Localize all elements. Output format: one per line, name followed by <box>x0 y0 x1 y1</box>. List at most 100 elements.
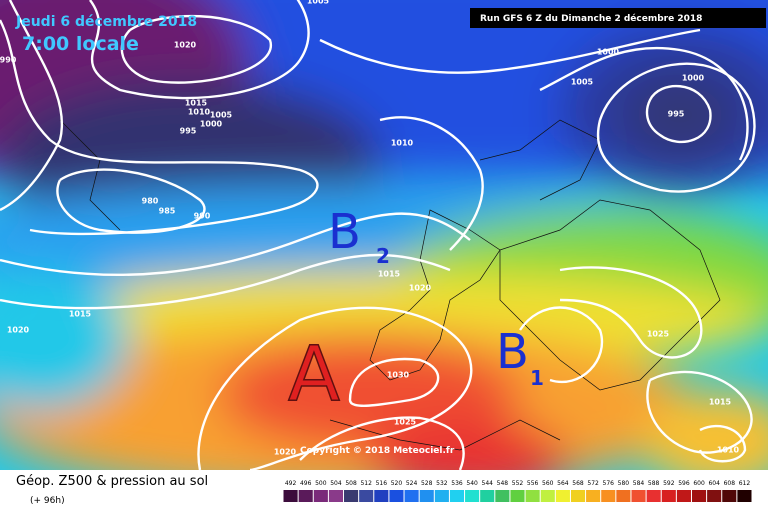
scale-label: 568 <box>572 480 584 487</box>
scale-swatch <box>389 490 404 502</box>
forecast-date: Jeudi 6 décembre 2018 <box>15 14 197 30</box>
scale-label: 496 <box>300 480 312 487</box>
scale-label: 592 <box>663 480 675 487</box>
isobar-lines <box>0 0 756 470</box>
scale-swatch <box>540 490 555 502</box>
scale-swatch <box>374 490 389 502</box>
scale-label: 520 <box>391 480 403 487</box>
isobar-label: 1030 <box>387 371 410 380</box>
isobar-label: 990 <box>194 212 211 221</box>
scale-label: 596 <box>678 480 690 487</box>
scale-swatch <box>646 490 661 502</box>
scale-label: 512 <box>360 480 372 487</box>
scale-swatch <box>631 490 646 502</box>
scale-swatch <box>419 490 434 502</box>
run-banner <box>470 8 766 28</box>
isobar-label: 1010 <box>717 446 740 455</box>
isobar-label: 1015 <box>185 99 208 108</box>
isobar-labels: 1005 1020 990 1015 1010 1005 1000 995 98… <box>0 0 740 457</box>
isobar-label: 1005 <box>307 0 330 6</box>
scale-swatch <box>525 490 540 502</box>
scale-label: 492 <box>285 480 297 487</box>
scale-swatch <box>510 490 525 502</box>
scale-swatch <box>737 490 752 502</box>
scale-swatch <box>570 490 586 502</box>
scale-label: 516 <box>376 480 388 487</box>
isobar-label: 1020 <box>7 326 30 335</box>
scale-label: 588 <box>648 480 660 487</box>
low-pressure-index: 1 <box>530 366 544 390</box>
scale-label: 580 <box>618 480 630 487</box>
scale-swatch <box>661 490 676 502</box>
scale-label: 556 <box>527 480 539 487</box>
scale-swatch <box>465 490 480 502</box>
scale-swatch <box>404 490 419 502</box>
low-pressure-label: B <box>496 324 529 380</box>
scale-label: 560 <box>542 480 554 487</box>
scale-label: 532 <box>436 480 448 487</box>
scale-swatch <box>676 490 691 502</box>
scale-label: 540 <box>466 480 478 487</box>
scale-swatch <box>707 490 722 502</box>
isobar-label: 1000 <box>200 120 223 129</box>
legend-title: Géop. Z500 & pression au sol <box>16 474 208 489</box>
isobar-label: 1000 <box>682 74 705 83</box>
scale-swatch <box>359 490 374 502</box>
isobar-label: 1010 <box>391 139 414 148</box>
scale-label: 608 <box>724 480 736 487</box>
scale-swatch <box>691 490 707 502</box>
scale-swatch <box>449 490 465 502</box>
scale-label: 612 <box>739 480 751 487</box>
isobar-label: 1025 <box>647 330 670 339</box>
scale-swatch <box>298 490 313 502</box>
isobar-label: 980 <box>142 197 159 206</box>
isobar-label: 1015 <box>709 398 732 407</box>
scale-swatch <box>586 490 601 502</box>
scale-label: 508 <box>345 480 357 487</box>
forecast-time: 7:00 locale <box>22 33 139 55</box>
scale-swatch <box>601 490 616 502</box>
scale-swatch <box>283 490 298 502</box>
scale-swatch <box>480 490 495 502</box>
geopotential-field: 1005 1020 990 1015 1010 1005 1000 995 98… <box>0 0 768 470</box>
run-info: Run GFS 6 Z du Dimanche 2 décembre 2018 <box>480 13 702 24</box>
scale-swatch <box>616 490 631 502</box>
scale-label: 572 <box>587 480 599 487</box>
isobar-label: 995 <box>180 127 197 136</box>
scale-label: 500 <box>315 480 327 487</box>
scale-label: 600 <box>693 480 705 487</box>
coastlines <box>59 119 721 451</box>
isobar-label: 1025 <box>394 418 417 427</box>
isobar-label: 1015 <box>378 270 401 279</box>
isobar-label: 1015 <box>69 310 92 319</box>
isobar-label: 985 <box>159 207 176 216</box>
scale-swatch <box>495 490 510 502</box>
isobar-label: 995 <box>668 110 685 119</box>
copyright: Copyright © 2018 Meteociel.fr <box>300 446 455 456</box>
scale-label: 564 <box>557 480 569 487</box>
scale-swatch <box>434 490 449 502</box>
scale-label: 524 <box>406 480 418 487</box>
scale-label: 548 <box>497 480 509 487</box>
color-scale: 492 496 500 504 508 512 516 520 524 528 532 536 540 5… <box>283 480 752 502</box>
isobar-label: 1000 <box>597 48 620 57</box>
isobar-label: 1005 <box>210 111 233 120</box>
scale-label: 504 <box>330 480 342 487</box>
high-pressure-label: A <box>288 329 340 418</box>
low-pressure-label: B <box>328 204 361 260</box>
scale-label: 536 <box>451 480 463 487</box>
isobar-label: 1005 <box>571 78 594 87</box>
scale-label: 544 <box>482 480 494 487</box>
scale-swatch <box>328 490 344 502</box>
scale-label: 576 <box>603 480 615 487</box>
scale-label: 528 <box>421 480 433 487</box>
scale-label: 604 <box>708 480 720 487</box>
scale-label: 584 <box>633 480 645 487</box>
scale-swatch <box>722 490 737 502</box>
isobar-label: 1010 <box>188 108 211 117</box>
isobar-label: 1020 <box>174 41 197 50</box>
isobar-label: 1020 <box>274 448 297 457</box>
scale-label: 552 <box>512 480 524 487</box>
scale-swatch <box>313 490 328 502</box>
